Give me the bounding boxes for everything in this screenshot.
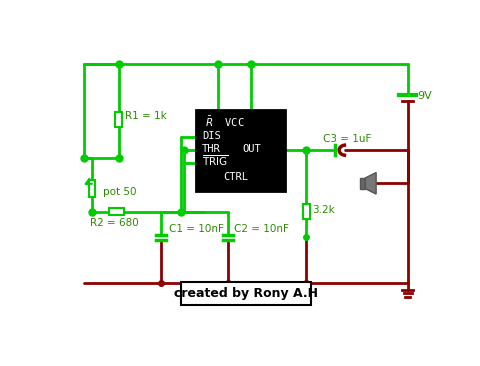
Text: CTRL: CTRL: [223, 172, 248, 182]
Bar: [302, 204, 310, 220]
FancyBboxPatch shape: [181, 282, 311, 305]
Text: 3.2k: 3.2k: [312, 205, 335, 215]
Text: created by Rony A.H: created by Rony A.H: [174, 287, 318, 300]
Text: R1 = 1k: R1 = 1k: [125, 111, 167, 121]
Text: C3 = 1uF: C3 = 1uF: [323, 134, 372, 145]
Bar: [109, 208, 124, 215]
Text: DIS: DIS: [202, 131, 221, 141]
Bar: [360, 178, 365, 189]
Text: $\overline{\rm TRIG}$: $\overline{\rm TRIG}$: [202, 153, 229, 168]
Text: OUT: OUT: [242, 143, 261, 154]
Bar: [196, 110, 285, 191]
Text: R2 = 680: R2 = 680: [90, 217, 139, 228]
Bar: [88, 180, 96, 197]
Text: THR: THR: [202, 143, 221, 154]
Text: 9V: 9V: [418, 90, 432, 101]
Text: C1 = 10nF: C1 = 10nF: [169, 224, 224, 235]
Text: pot 50: pot 50: [103, 187, 136, 197]
Text: $\bar{R}$  VCC: $\bar{R}$ VCC: [205, 115, 245, 129]
Bar: [116, 112, 122, 127]
Polygon shape: [365, 172, 376, 194]
Text: C2 = 10nF: C2 = 10nF: [234, 224, 289, 235]
